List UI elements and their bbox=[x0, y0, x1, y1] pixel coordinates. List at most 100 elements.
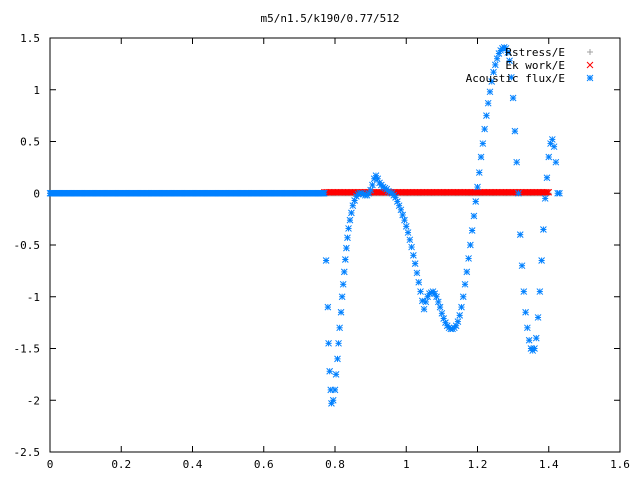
data-point bbox=[538, 257, 545, 264]
x-tick-label: 1.2 bbox=[468, 458, 488, 471]
data-point bbox=[548, 136, 556, 143]
data-point bbox=[468, 227, 476, 234]
legend-label: Ek work/E bbox=[505, 59, 565, 72]
data-point bbox=[402, 223, 410, 230]
x-tick-label: 1.4 bbox=[539, 458, 559, 471]
x-tick-label: 1.6 bbox=[610, 458, 630, 471]
data-layer bbox=[46, 43, 563, 407]
data-point bbox=[344, 234, 351, 242]
data-point bbox=[543, 174, 551, 182]
data-point bbox=[340, 268, 348, 276]
data-point bbox=[490, 68, 497, 76]
data-point bbox=[413, 269, 421, 277]
data-point bbox=[337, 308, 345, 316]
data-point bbox=[483, 112, 490, 119]
data-point bbox=[534, 314, 542, 321]
data-point bbox=[545, 153, 553, 161]
data-point bbox=[408, 243, 415, 251]
data-point bbox=[541, 195, 549, 202]
data-point bbox=[556, 189, 563, 197]
data-point bbox=[404, 229, 412, 236]
data-point bbox=[334, 355, 341, 363]
data-point bbox=[459, 293, 467, 301]
data-point bbox=[506, 57, 513, 65]
data-point bbox=[479, 140, 487, 147]
data-point bbox=[338, 293, 346, 301]
data-point bbox=[520, 288, 528, 295]
tick-layer: 0 0.2 0.4 0.6 0.8 1 1.2 1.4 1.6 -2.5 -2 -1.5 -1 -0.5 0… bbox=[14, 32, 630, 471]
data-point bbox=[550, 143, 558, 151]
data-point bbox=[477, 153, 485, 161]
data-point bbox=[522, 308, 529, 316]
data-point bbox=[493, 55, 501, 63]
data-point bbox=[516, 231, 524, 239]
data-point bbox=[369, 181, 376, 189]
data-point bbox=[415, 278, 423, 286]
data-point bbox=[406, 236, 414, 244]
data-point bbox=[472, 198, 480, 205]
legend-label: Rstress/E bbox=[505, 46, 565, 59]
data-point bbox=[336, 324, 343, 332]
data-point bbox=[399, 211, 407, 219]
data-point bbox=[484, 99, 492, 107]
data-point bbox=[436, 303, 444, 311]
legend-marker bbox=[587, 49, 593, 55]
data-point bbox=[465, 255, 472, 262]
x-tick-label: 0.2 bbox=[111, 458, 131, 471]
data-point bbox=[467, 241, 474, 249]
data-point bbox=[346, 216, 354, 224]
data-point bbox=[524, 324, 531, 332]
data-point bbox=[420, 305, 428, 313]
data-point bbox=[504, 49, 512, 56]
data-point bbox=[343, 244, 350, 252]
y-tick-label: 1.5 bbox=[20, 32, 40, 45]
data-point bbox=[434, 298, 442, 306]
data-point bbox=[397, 206, 405, 214]
chart-title: m5/n1.5/k190/0.77/512 bbox=[260, 12, 399, 25]
data-point bbox=[470, 212, 478, 220]
x-tick-label: 0.4 bbox=[183, 458, 203, 471]
x-tick-label: 0 bbox=[47, 458, 54, 471]
data-point bbox=[532, 334, 540, 342]
data-point bbox=[488, 78, 496, 85]
data-point bbox=[320, 189, 328, 197]
y-tick-label: -2.5 bbox=[14, 446, 41, 459]
data-point bbox=[536, 288, 544, 295]
data-point bbox=[474, 183, 481, 191]
data-point bbox=[401, 216, 408, 224]
y-tick-label: 0 bbox=[33, 187, 40, 200]
data-point bbox=[322, 257, 330, 264]
y-tick-label: 1 bbox=[33, 84, 40, 97]
data-point bbox=[545, 188, 553, 196]
series-3 bbox=[46, 43, 563, 407]
legend-marker bbox=[586, 61, 594, 69]
data-point bbox=[511, 127, 519, 135]
data-point bbox=[461, 280, 469, 288]
data-point bbox=[349, 202, 357, 210]
data-point bbox=[339, 280, 347, 288]
data-point bbox=[509, 94, 517, 102]
y-tick-label: -2 bbox=[27, 394, 40, 407]
data-point bbox=[433, 293, 440, 301]
data-point bbox=[331, 386, 339, 394]
data-point bbox=[325, 339, 332, 347]
data-point bbox=[454, 318, 462, 325]
legend-marker bbox=[586, 74, 594, 82]
data-point bbox=[458, 303, 465, 311]
data-point bbox=[543, 188, 551, 196]
data-point bbox=[410, 251, 417, 259]
data-point bbox=[332, 371, 340, 378]
data-point bbox=[515, 189, 522, 197]
data-point bbox=[481, 125, 488, 133]
data-point bbox=[335, 339, 342, 347]
x-tick-label: 0.6 bbox=[254, 458, 274, 471]
data-point bbox=[345, 225, 352, 232]
data-point bbox=[324, 303, 332, 311]
data-point bbox=[341, 256, 349, 263]
y-tick-label: -1 bbox=[27, 291, 40, 304]
data-point bbox=[507, 73, 515, 81]
data-point bbox=[329, 396, 337, 404]
